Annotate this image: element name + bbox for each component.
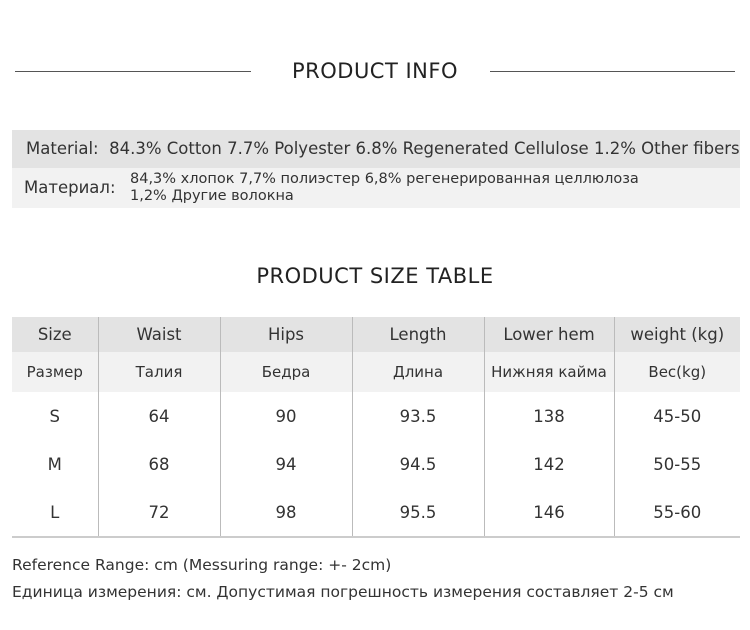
table-cell: 98 [219, 488, 352, 538]
table-cell: 94.5 [351, 440, 484, 488]
material-en-label: Material: [26, 139, 99, 158]
table-cell: Длина [351, 352, 484, 392]
table-cell: Вес(kg) [613, 352, 740, 392]
material-en: Material: 84.3% Cotton 7.7% Polyester 6.… [12, 130, 740, 168]
table-cell: 45-50 [613, 392, 740, 440]
table-cell: S [49, 406, 60, 426]
footer-en: Reference Range: cm (Messuring range: +-… [12, 556, 392, 574]
table-cell: Бедра [219, 352, 352, 392]
table-row: L 72 98 95.5 146 55-60 [12, 488, 740, 538]
divider-left [15, 71, 251, 72]
table-cell: 138 [483, 392, 614, 440]
table-cell: 90 [219, 392, 352, 440]
table-cell: Length [351, 317, 484, 352]
table-cell: Hips [219, 317, 352, 352]
material-en-text: 84.3% Cotton 7.7% Polyester 6.8% Regener… [109, 139, 740, 158]
table-cell: 94 [219, 440, 352, 488]
material-ru: Материал: 84,3% хлопок 7,7% полиэстер 6,… [12, 168, 740, 208]
product-info-title: PRODUCT INFO [291, 59, 458, 83]
table-cell: Lower hem [483, 317, 614, 352]
table-cell: Size [12, 317, 98, 352]
table-cell: 68 [97, 440, 220, 488]
table-cell: 93.5 [351, 392, 484, 440]
material-ru-line: 84,3% хлопок 7,7% полиэстер 6,8% регенер… [130, 171, 639, 187]
footer-ru: Единица измерения: см. Допустимая погреш… [12, 583, 674, 601]
material-ru-line: 1,2% Другие волокна [130, 188, 294, 204]
material-ru-text: 84,3% хлопок 7,7% полиэстер 6,8% регенер… [130, 171, 639, 205]
table-cell: L [12, 488, 98, 538]
size-table: Size Waist Hips Length Lower hem weight (kg) Р… [12, 317, 740, 538]
table-cell: Талия [97, 352, 220, 392]
table-cell: 55-60 [613, 488, 740, 538]
header-row-ru: Размер Талия Бедра Длина Нижняя кайма Вес(kg) [12, 352, 740, 392]
table-cell: Нижняя кайма [483, 352, 614, 392]
table-cell: M [47, 454, 62, 474]
table-cell: Размер [12, 352, 98, 392]
table-cell: weight (kg) [613, 317, 740, 352]
table-cell: 146 [483, 488, 614, 538]
header-row-en: Size Waist Hips Length Lower hem weight (kg) [12, 317, 740, 352]
table-cell: 142 [483, 440, 614, 488]
table-row: S 64 90 93.5 138 45-50 [12, 392, 740, 440]
table-cell: 95.5 [351, 488, 484, 538]
divider-right [490, 71, 735, 72]
material-ru-label: Материал: [24, 178, 116, 197]
table-cell: 72 [97, 488, 220, 538]
table-cell: 50-55 [613, 440, 740, 488]
table-row: M 68 94 94.5 142 50-55 [12, 440, 740, 488]
size-table-title: PRODUCT SIZE TABLE [256, 264, 494, 288]
table-cell: Waist [97, 317, 220, 352]
table-cell: 64 [97, 392, 220, 440]
